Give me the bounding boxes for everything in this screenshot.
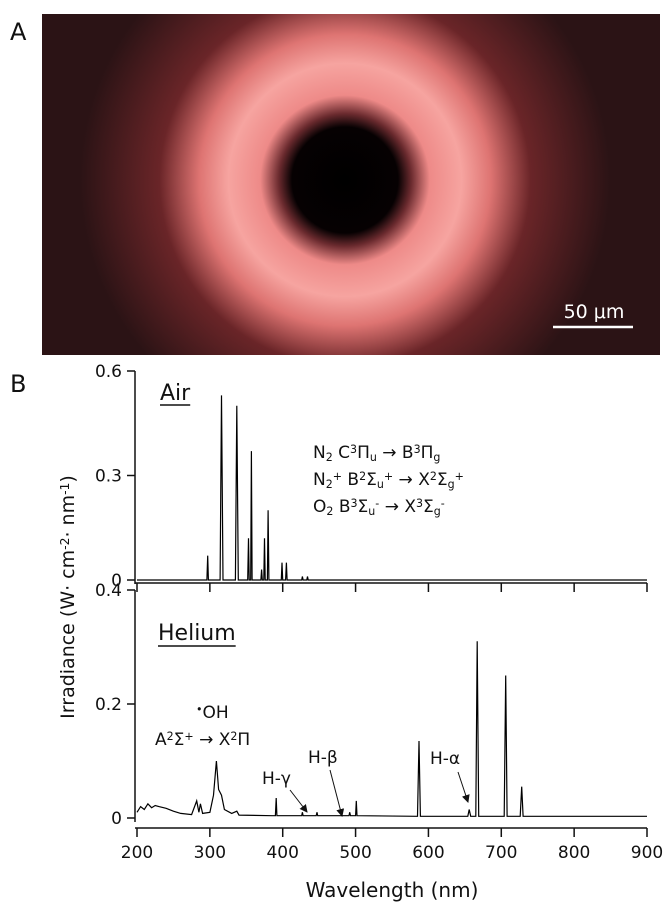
text-piece: 3 xyxy=(351,497,358,510)
text-piece: Σ xyxy=(358,497,369,517)
x-tick-label: 400 xyxy=(266,843,298,863)
text-piece: 2 xyxy=(326,451,333,464)
text-piece: → B xyxy=(377,443,414,463)
text-piece: A xyxy=(155,730,167,750)
annotation: O2 B3Σu- → X3Σg- xyxy=(313,497,445,518)
text-piece: g xyxy=(448,478,455,491)
text-piece: Π xyxy=(421,443,434,463)
y-tick-label: 0.4 xyxy=(95,581,122,601)
text-piece: -2 xyxy=(58,538,72,550)
text-piece: → X xyxy=(393,470,430,490)
text-piece: Σ xyxy=(423,497,434,517)
x-tick-label: 800 xyxy=(558,843,590,863)
text-piece: 2 xyxy=(326,478,333,491)
x-axis-label: Wavelength (nm) xyxy=(306,878,479,902)
annotation: N2 C3Πu → B3Πg xyxy=(313,443,440,464)
text-piece: • xyxy=(196,703,203,716)
text-piece: Π xyxy=(237,730,250,750)
x-tick-label: 600 xyxy=(412,843,444,863)
plasma-ring xyxy=(80,14,610,355)
y-tick-label: 0 xyxy=(111,571,122,591)
scale-bar-label: 50 μm xyxy=(564,301,625,323)
text-piece: → X xyxy=(194,730,231,750)
arrow xyxy=(457,771,470,803)
text-piece: - xyxy=(375,497,379,510)
text-piece: 3 xyxy=(414,443,421,456)
text-piece: ) xyxy=(57,475,79,482)
annotation: A2Σ+ → X2Π xyxy=(155,730,250,750)
x-tick-label: 200 xyxy=(121,843,153,863)
panel-label: A xyxy=(10,18,27,46)
panel-title: Helium xyxy=(158,621,236,646)
text-piece: Π xyxy=(357,443,370,463)
text-piece: 3 xyxy=(416,497,423,510)
text-piece: + xyxy=(384,470,393,483)
panel-title: Air xyxy=(160,381,191,406)
text-piece: B xyxy=(333,497,350,517)
text-piece: u xyxy=(377,478,384,491)
text-piece: Σ xyxy=(174,730,185,750)
text-piece: 3 xyxy=(350,443,357,456)
annotation: •OH xyxy=(196,703,229,723)
text-piece: B xyxy=(342,470,359,490)
text-piece: 2 xyxy=(359,470,366,483)
text-piece: u xyxy=(368,505,375,518)
y-tick-label: 0 xyxy=(111,809,122,829)
arrow xyxy=(329,769,345,817)
text-piece: O xyxy=(313,497,326,517)
text-piece: 2 xyxy=(230,730,237,743)
y-tick-label: 0.6 xyxy=(95,362,122,382)
text-piece: g xyxy=(434,505,441,518)
annotation: N2+ B2Σu+ → X2Σg+ xyxy=(313,470,464,491)
text-piece: 2 xyxy=(167,730,174,743)
text-piece: + xyxy=(333,470,342,483)
text-piece: OH xyxy=(203,703,229,723)
annotation: Irradiance (W· cm-2· nm-1) xyxy=(57,475,79,719)
text-piece: - xyxy=(441,497,445,510)
text-piece: + xyxy=(184,730,193,743)
text-piece: → X xyxy=(379,497,416,517)
text-piece: · nm xyxy=(57,495,79,538)
text-piece: g xyxy=(433,451,440,464)
annotation: H-γ xyxy=(262,769,291,789)
text-piece: Irradiance (W· cm xyxy=(57,550,79,719)
text-piece: 2 xyxy=(326,505,333,518)
arrow xyxy=(289,789,308,813)
spectrum xyxy=(137,395,647,581)
x-tick-label: 500 xyxy=(339,843,371,863)
text-piece: N xyxy=(313,443,326,463)
text-piece: u xyxy=(370,451,377,464)
y-tick-label: 0.2 xyxy=(95,695,122,715)
text-piece: 2 xyxy=(430,470,437,483)
text-piece: N xyxy=(313,470,326,490)
y-tick-label: 0.3 xyxy=(95,467,122,487)
x-tick-label: 300 xyxy=(194,843,226,863)
annotation: H-β xyxy=(308,748,338,768)
text-piece: Σ xyxy=(366,470,377,490)
text-piece: C xyxy=(333,443,350,463)
text-piece: Σ xyxy=(437,470,448,490)
x-tick-label: 700 xyxy=(485,843,517,863)
annotation: H-α xyxy=(430,749,460,769)
text-piece: -1 xyxy=(58,483,72,495)
spectrum xyxy=(136,641,647,817)
panel-label: B xyxy=(10,370,26,398)
text-piece: + xyxy=(455,470,464,483)
x-tick-label: 900 xyxy=(631,843,663,863)
